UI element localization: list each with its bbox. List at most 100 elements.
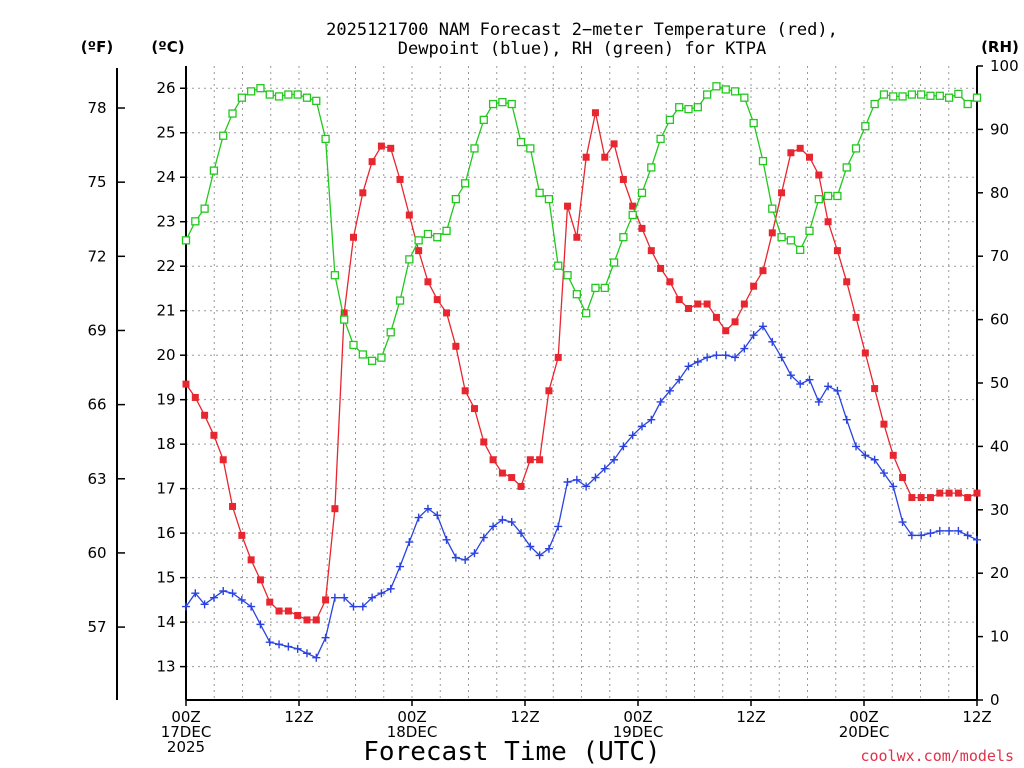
dewpoint-point [917, 531, 926, 540]
2-meter-temperature-point [359, 189, 367, 197]
2-meter-temperature-point [675, 296, 683, 304]
2-meter-temperature-point [247, 556, 255, 564]
rh-point [935, 91, 944, 100]
rh-point [405, 255, 414, 264]
rh-point [312, 96, 321, 106]
x-tick-label: 00Z [849, 708, 878, 726]
dewpoint-point [433, 511, 442, 520]
dewpoint-point [507, 518, 516, 527]
2-meter-temperature-point [768, 229, 776, 237]
dewpoint-point [228, 589, 237, 598]
rh-point [786, 236, 796, 245]
rh-point [181, 236, 191, 245]
rh-point [712, 82, 721, 91]
dewpoint-point [898, 518, 907, 527]
rh-point [498, 97, 507, 107]
2-meter-temperature-point [722, 327, 730, 335]
dewpoint-point [935, 526, 944, 535]
rh-point [702, 90, 712, 99]
rh-point [470, 144, 479, 153]
dewpoint-point [665, 386, 674, 395]
rh-point [461, 179, 470, 188]
rh-line [185, 85, 978, 362]
dewpoint-point [703, 353, 712, 362]
dewpoint-point [628, 431, 637, 440]
dewpoint-point [675, 375, 684, 384]
2-meter-temperature-point [861, 349, 869, 357]
dewpoint-point [358, 602, 367, 611]
rh-point [870, 99, 879, 109]
dewpoint-point [423, 504, 432, 513]
fahrenheit-tick-label: 72 [87, 247, 106, 265]
dewpoint-point [489, 522, 498, 531]
2-meter-temperature-point [443, 309, 451, 317]
rh-point [535, 188, 544, 197]
2-meter-temperature-point [685, 304, 693, 312]
2-meter-temperature-point [312, 616, 320, 624]
2-meter-temperature-point [973, 489, 981, 497]
rh-point [954, 89, 963, 99]
2-meter-temperature-point [238, 531, 246, 539]
rh-point [358, 350, 367, 359]
x-tick-label: 12Z [736, 708, 765, 726]
rh-tick-label: 0 [990, 691, 1000, 709]
rh-point [917, 90, 926, 99]
rh-point [907, 90, 917, 99]
dewpoint-point [758, 322, 767, 331]
dewpoint-point [926, 529, 935, 538]
dewpoint-point [889, 482, 898, 491]
rh-point [889, 92, 898, 101]
dewpoint-point [191, 589, 200, 598]
rh-tick-label: 80 [990, 184, 1009, 202]
2-meter-temperature-point [899, 474, 907, 482]
2-meter-temperature-point [787, 149, 795, 157]
dewpoint-point [731, 353, 740, 362]
dewpoint-point [209, 593, 218, 602]
rh-point [274, 92, 284, 101]
dewpoint-point [526, 542, 535, 551]
2-meter-temperature-point [573, 233, 581, 241]
celsius-tick-label: 24 [156, 168, 175, 186]
rh-point [302, 93, 312, 102]
series-layer [181, 82, 982, 662]
rh-point [330, 271, 340, 280]
fahrenheit-tick-label: 75 [87, 173, 106, 191]
rh-point [647, 163, 656, 172]
celsius-tick-label: 15 [156, 569, 175, 587]
2-meter-temperature-point [517, 482, 525, 490]
dewpoint-point [879, 469, 888, 478]
rh-point [656, 134, 665, 144]
dewpoint-point [861, 451, 870, 460]
celsius-tick-label: 26 [156, 79, 175, 97]
rh-point [963, 99, 972, 109]
dewpoint-point [852, 442, 861, 451]
dewpoint-point [842, 415, 851, 424]
dewpoint-point [340, 593, 349, 602]
fahrenheit-tick-label: 66 [87, 396, 106, 414]
rh-tick-label: 70 [990, 247, 1009, 265]
2-meter-temperature-point [954, 489, 962, 497]
2-meter-temperature-point [815, 171, 823, 179]
x-tick-label: 2025 [167, 738, 205, 756]
x-tick-label: 00Z [397, 708, 426, 726]
rh-point [526, 144, 535, 153]
2-meter-temperature-point [601, 153, 609, 161]
rh-point [367, 356, 377, 365]
2-meter-temperature-point [796, 144, 804, 152]
2-meter-temperature-point [256, 576, 264, 584]
2-meter-temperature-point [666, 278, 674, 286]
2-meter-temperature-point [266, 598, 274, 606]
dewpoint-point [237, 595, 246, 604]
rh-point [479, 115, 488, 125]
dewpoint-point [824, 382, 833, 391]
dewpoint-point [786, 371, 795, 380]
dewpoint-point [461, 555, 470, 564]
2-meter-temperature-point [759, 267, 767, 275]
2-meter-temperature-point [564, 202, 572, 210]
2-meter-temperature-point [182, 380, 190, 388]
unit-rh-label: (RH) [981, 38, 1019, 56]
2-meter-temperature-point [284, 607, 292, 615]
dewpoint-point [368, 593, 377, 602]
dewpoint-point [600, 464, 609, 473]
rh-tick-label: 10 [990, 628, 1009, 646]
